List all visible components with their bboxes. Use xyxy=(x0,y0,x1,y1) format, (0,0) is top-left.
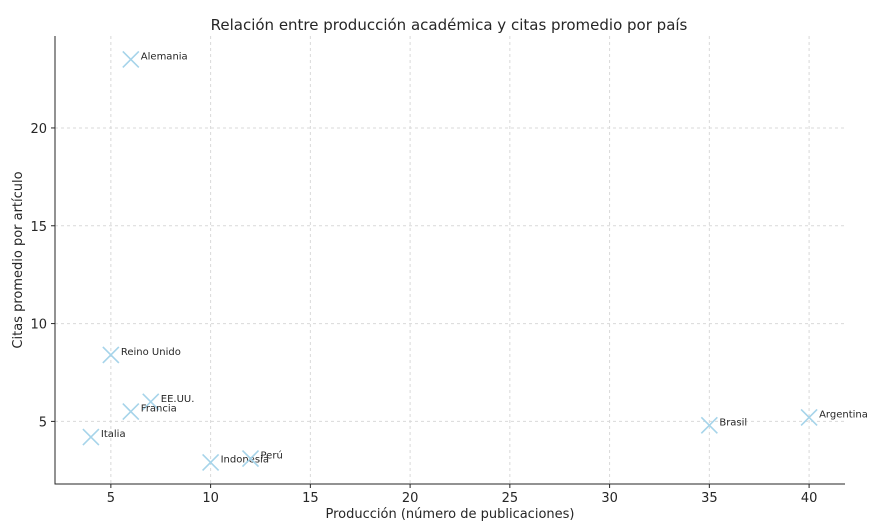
y-axis-label: Citas promedio por artículo xyxy=(11,171,26,348)
point-label: Indonesia xyxy=(221,454,269,465)
y-tick-label: 15 xyxy=(30,220,47,235)
x-tick-label: 40 xyxy=(801,491,818,506)
point-label: Perú xyxy=(261,450,283,462)
scatter-point xyxy=(241,450,260,468)
chart-title: Relación entre producción académica y ci… xyxy=(211,16,688,34)
point-label: EE.UU. xyxy=(161,394,195,405)
point-label: Francia xyxy=(141,404,177,415)
x-tick-label: 30 xyxy=(601,491,618,506)
point-label: Alemania xyxy=(141,51,188,62)
point-label: Reino Unido xyxy=(121,347,181,358)
x-tick-label: 15 xyxy=(302,491,319,506)
y-tick-label: 20 xyxy=(30,122,47,137)
point-label: Brasil xyxy=(719,417,747,428)
point-label: Argentina xyxy=(819,409,868,420)
scatter-point xyxy=(700,416,718,434)
point-label: Italia xyxy=(101,429,126,440)
y-tick-label: 5 xyxy=(39,415,47,430)
scatter-point xyxy=(102,346,120,364)
x-tick-label: 10 xyxy=(202,491,219,506)
scatter-point xyxy=(800,408,818,427)
x-tick-label: 5 xyxy=(107,491,115,506)
scatter-point xyxy=(142,393,160,411)
x-axis-label: Producción (número de publicaciones) xyxy=(326,507,575,522)
y-tick-label: 10 xyxy=(30,318,47,333)
axes-spines xyxy=(54,36,845,485)
data-points: Alemania Reino Unido EE.UU.Francia Italia In… xyxy=(82,50,868,472)
grid xyxy=(55,36,845,484)
x-tick-label: 35 xyxy=(701,491,718,506)
scatter-point xyxy=(122,50,140,69)
x-tick-label: 20 xyxy=(402,491,419,506)
scatter-point xyxy=(202,453,220,472)
scatter-point xyxy=(82,428,100,446)
x-tick-label: 25 xyxy=(502,491,519,506)
scatter-point xyxy=(122,403,140,421)
axis-ticks: 5 10 15 20 25 30 35 40 5 10 15 20 xyxy=(30,122,817,506)
